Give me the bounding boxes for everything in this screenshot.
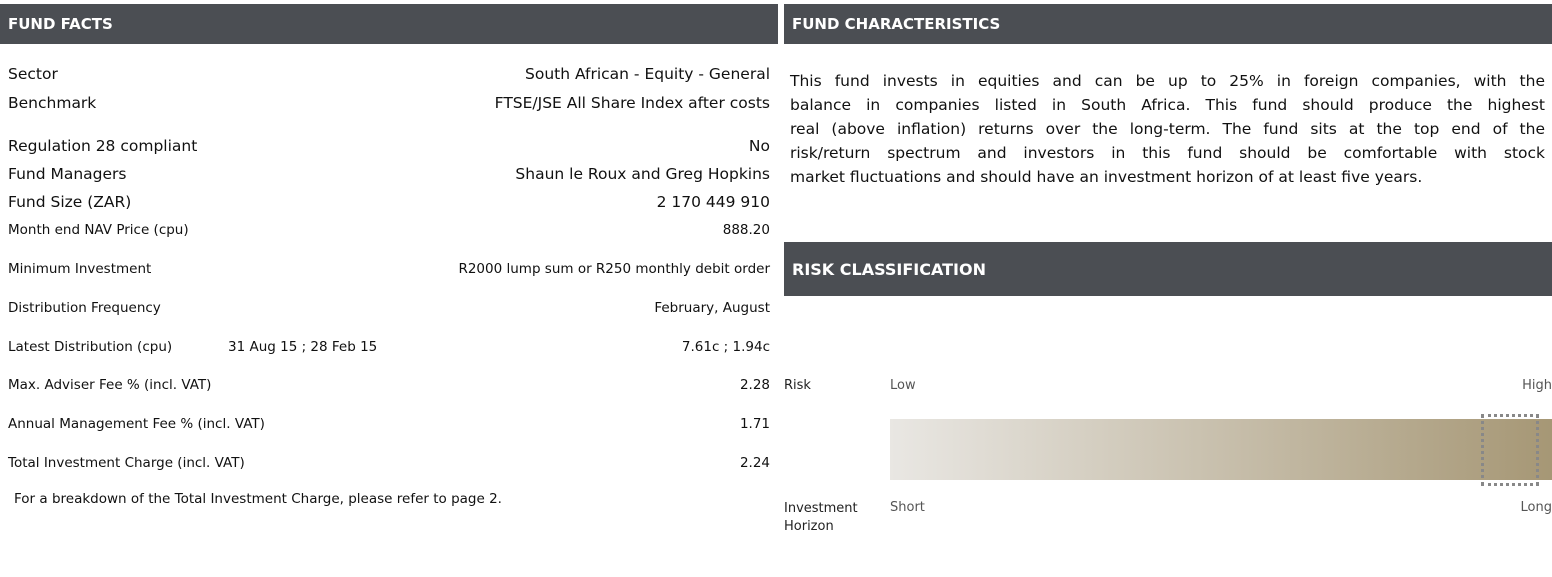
fact-label: Regulation 28 compliant [8, 137, 198, 155]
fact-label: Benchmark [8, 94, 97, 112]
fact-value: South African - Equity - General [525, 65, 770, 83]
fact-label: Minimum Investment [8, 261, 152, 277]
fact-label: Max. Adviser Fee % (incl. VAT) [8, 377, 212, 393]
text-line: This fund invests in equities and can be… [790, 72, 1545, 90]
fact-value: 2.24 [739, 455, 770, 471]
fact-label: Annual Management Fee % (incl. VAT) [8, 416, 265, 432]
fact-value: 1.71 [739, 416, 770, 432]
fund-facts-header: FUND FACTS [0, 4, 778, 44]
risk-low: Low [890, 378, 916, 393]
fact-label: Month end NAV Price (cpu) [8, 222, 189, 238]
footer-note: For a breakdown of the Total Investment … [14, 491, 502, 507]
risk-marker [1481, 414, 1539, 486]
fact-value: 2 170 449 910 [656, 193, 770, 211]
fact-value: FTSE/JSE All Share Index after costs [494, 94, 770, 112]
risk-header: RISK CLASSIFICATION [784, 242, 1552, 296]
fact-value: 7.61c ; 1.94c [681, 339, 770, 355]
fact-value: February, August [654, 300, 770, 316]
risk-high: High [1522, 378, 1552, 393]
fact-value: 2.28 [739, 377, 770, 393]
fact-value: No [748, 137, 770, 155]
fact-label: Latest Distribution (cpu) [8, 339, 173, 355]
risk-scale-bar [890, 419, 1552, 480]
text-line: market fluctuations and should have an i… [790, 168, 1423, 186]
fact-label: Fund Managers [8, 165, 127, 183]
text-line: balance in companies listed in South Afr… [790, 96, 1545, 114]
horizon-short: Short [890, 500, 925, 515]
fact-label: Sector [8, 65, 58, 83]
horizon-label: Investment Horizon [784, 501, 858, 534]
fact-value: R2000 lump sum or R250 monthly debit ord… [458, 261, 770, 277]
characteristics-header: FUND CHARACTERISTICS [784, 4, 1552, 44]
fact-label: Distribution Frequency [8, 300, 161, 316]
horizon-long: Long [1520, 500, 1552, 515]
fact-note: 31 Aug 15 ; 28 Feb 15 [228, 339, 378, 355]
fact-value: Shaun le Roux and Greg Hopkins [515, 165, 770, 183]
fact-label: Fund Size (ZAR) [8, 193, 132, 211]
risk-label: Risk [784, 378, 811, 393]
text-line: real (above inflation) returns over the … [790, 120, 1545, 138]
fact-value: 888.20 [722, 222, 770, 238]
text-line: risk/return spectrum and investors in th… [790, 144, 1545, 162]
fact-label: Total Investment Charge (incl. VAT) [8, 455, 245, 471]
